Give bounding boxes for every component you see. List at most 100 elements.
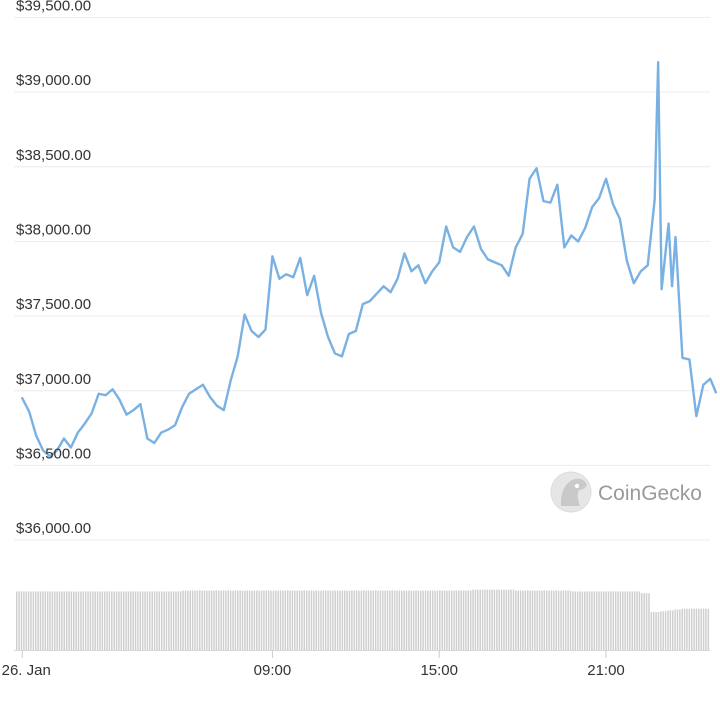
- watermark-text: CoinGecko: [598, 482, 702, 505]
- volume-bar: [681, 608, 683, 650]
- volume-bar: [588, 591, 591, 650]
- volume-bar: [92, 591, 94, 650]
- volume-bar: [151, 591, 153, 650]
- volume-bar: [546, 590, 548, 650]
- volume-bar: [614, 591, 617, 650]
- volume-bar: [246, 590, 249, 650]
- volume-bar: [225, 590, 227, 650]
- volume-bar: [158, 591, 161, 650]
- volume-bar: [149, 591, 151, 650]
- volume-bar: [429, 590, 432, 650]
- volume-bar: [700, 608, 702, 650]
- volume-bar: [89, 591, 92, 650]
- volume-bar: [191, 590, 194, 650]
- volume-bar: [645, 593, 648, 650]
- volume-bar: [196, 590, 199, 650]
- volume-bar: [393, 590, 396, 650]
- volume-bar: [662, 611, 664, 650]
- volume-bar: [424, 590, 427, 650]
- volume-bar: [267, 590, 270, 650]
- volume-bar: [643, 593, 645, 650]
- volume-bar: [386, 590, 389, 650]
- volume-bar: [101, 591, 104, 650]
- volume-bar: [408, 590, 410, 650]
- volume-bar: [629, 591, 631, 650]
- y-tick-label: $39,000.00: [16, 72, 91, 89]
- volume-bar: [624, 591, 626, 650]
- volume-bar: [139, 591, 142, 650]
- volume-bar: [346, 590, 348, 650]
- y-tick-label: $36,500.00: [16, 445, 91, 462]
- price-series-line: [21, 61, 718, 458]
- volume-bar: [305, 590, 308, 650]
- volume-bar: [87, 591, 89, 650]
- volume-bar: [127, 591, 130, 650]
- volume-bar: [260, 590, 263, 650]
- volume-bar: [396, 590, 398, 650]
- volume-bar: [484, 589, 486, 650]
- volume-bar: [118, 591, 120, 650]
- volume-bar: [120, 591, 123, 650]
- volume-bar: [377, 590, 379, 650]
- volume-bar: [253, 590, 256, 650]
- volume-bar: [65, 591, 68, 650]
- volume-bar: [348, 590, 351, 650]
- volume-bar: [137, 591, 139, 650]
- volume-bars: [14, 589, 710, 651]
- volume-bar: [177, 591, 180, 650]
- volume-bar: [313, 590, 315, 650]
- volume-bar: [603, 591, 605, 650]
- volume-bar: [486, 589, 489, 650]
- volume-bar: [698, 608, 700, 650]
- volume-bar: [617, 591, 619, 650]
- volume-bar: [99, 591, 101, 650]
- volume-bar: [595, 591, 598, 650]
- volume-bar: [130, 591, 132, 650]
- volume-bar: [141, 591, 144, 650]
- volume-bar: [493, 589, 496, 650]
- volume-bar: [707, 608, 710, 650]
- volume-bar: [334, 590, 336, 650]
- volume-bar: [389, 590, 391, 650]
- volume-bar: [165, 591, 168, 650]
- volume-bar: [579, 591, 581, 650]
- volume-bar: [498, 589, 500, 650]
- volume-bar: [531, 590, 534, 650]
- volume-bar: [503, 589, 505, 650]
- volume-bar: [18, 591, 20, 650]
- volume-bar: [265, 590, 268, 650]
- volume-bar: [567, 590, 569, 650]
- volume-bar: [179, 591, 182, 650]
- volume-bar: [125, 591, 127, 650]
- volume-bar: [379, 590, 382, 650]
- volume-bar: [77, 591, 80, 650]
- volume-bar: [258, 590, 260, 650]
- volume-bar: [222, 590, 225, 650]
- volume-bar: [329, 590, 332, 650]
- volume-bar: [324, 590, 327, 650]
- volume-bar: [633, 591, 636, 650]
- price-line-layer: [21, 61, 718, 458]
- volume-bar: [538, 590, 541, 650]
- volume-bar: [481, 589, 484, 650]
- volume-bar: [427, 590, 429, 650]
- volume-bar: [113, 591, 115, 650]
- volume-bar: [199, 590, 201, 650]
- volume-bar: [374, 590, 377, 650]
- volume-bar: [84, 591, 87, 650]
- volume-bar: [401, 590, 403, 650]
- volume-bar: [693, 608, 695, 650]
- volume-bar: [391, 590, 393, 650]
- volume-bar: [82, 591, 85, 650]
- volume-bar: [515, 590, 517, 650]
- volume-bar: [315, 590, 317, 650]
- volume-bar: [683, 608, 686, 650]
- volume-bar: [308, 590, 310, 650]
- volume-bar: [270, 590, 272, 650]
- volume-bar: [275, 590, 277, 650]
- volume-bar: [512, 589, 515, 650]
- volume-bar: [569, 590, 572, 650]
- volume-bar: [439, 590, 441, 650]
- y-tick-label: $38,500.00: [16, 147, 91, 164]
- volume-bar: [96, 591, 99, 650]
